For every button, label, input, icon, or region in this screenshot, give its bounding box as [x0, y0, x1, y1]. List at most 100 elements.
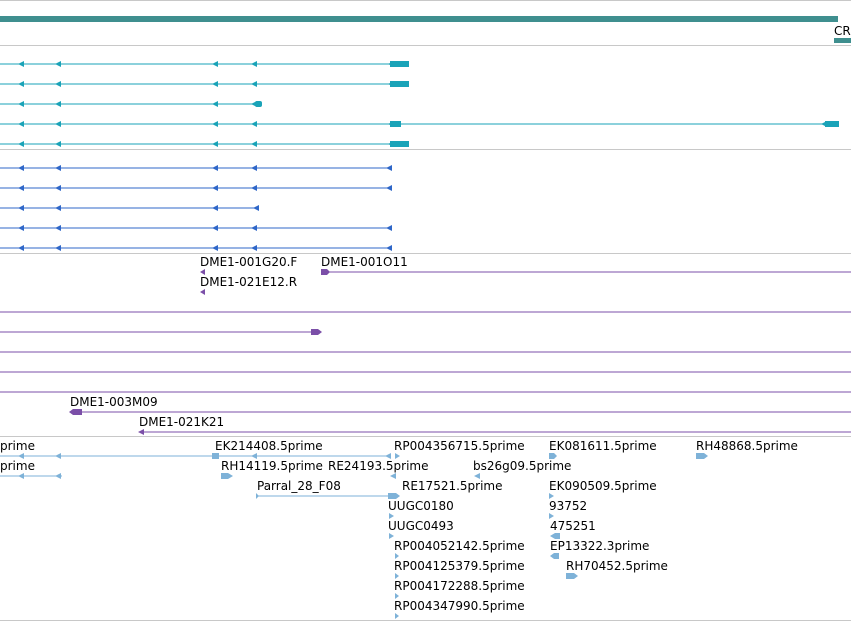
est-marker[interactable]	[395, 593, 399, 599]
clone-end-marker[interactable]	[200, 289, 205, 295]
strand-minus-icon	[55, 453, 61, 459]
transcript[interactable]	[0, 101, 262, 107]
est-label: EK081611.5prime	[549, 439, 657, 453]
est-marker[interactable]	[549, 493, 554, 499]
strand-minus-icon	[18, 245, 24, 251]
est-label: 93752	[549, 499, 587, 513]
clone-label: DME1-001G20.F	[200, 255, 297, 269]
est-label: RH48868.5prime	[696, 439, 798, 453]
strand-minus-icon	[212, 205, 218, 211]
strand-minus-icon	[212, 81, 218, 87]
est-marker[interactable]	[389, 533, 394, 539]
est-label: RE17521.5prime	[402, 479, 503, 493]
est-label: RE24193.5prime	[328, 459, 429, 473]
strand-minus-icon	[55, 81, 61, 87]
clone-label: DME1-003M09	[70, 395, 158, 409]
strand-minus-icon	[69, 409, 82, 415]
reference-bar-right[interactable]	[834, 38, 851, 43]
est-marker[interactable]	[395, 573, 399, 579]
est-marker[interactable]	[550, 533, 560, 539]
strand-minus-icon	[55, 141, 61, 147]
strand-minus-icon	[251, 101, 257, 107]
strand-minus-icon	[18, 101, 24, 107]
est-marker[interactable]	[395, 453, 400, 459]
transcript-alt[interactable]	[0, 245, 392, 251]
est-marker[interactable]	[395, 553, 399, 559]
reference-label: CR	[834, 24, 851, 38]
est-label: bs26g09.5prime	[473, 459, 571, 473]
transcript[interactable]	[0, 121, 839, 127]
clones-track: DME1-001G20.F DME1-001O11 DME1-021E12.R …	[0, 255, 851, 435]
est-marker[interactable]	[221, 473, 233, 479]
strand-minus-icon	[388, 61, 394, 67]
strand-minus-icon	[18, 473, 24, 479]
clone[interactable]	[69, 409, 851, 415]
transcript[interactable]	[0, 81, 409, 87]
est-label: UUGC0493	[388, 519, 454, 533]
reference-bar[interactable]	[0, 16, 838, 22]
strand-minus-icon	[388, 81, 394, 87]
est-marker[interactable]	[549, 513, 554, 519]
clone-end-marker[interactable]	[200, 269, 205, 275]
strand-minus-icon	[251, 185, 257, 191]
strand-minus-icon	[138, 429, 144, 435]
est[interactable]	[0, 453, 219, 459]
clone[interactable]	[0, 329, 322, 335]
strand-minus-icon	[212, 101, 218, 107]
strand-minus-icon	[55, 185, 61, 191]
strand-minus-icon	[385, 453, 391, 459]
transcript-alt[interactable]	[0, 165, 392, 171]
est-marker[interactable]	[389, 513, 394, 519]
strand-minus-icon	[18, 141, 24, 147]
est-marker[interactable]	[474, 473, 480, 479]
strand-minus-icon	[55, 225, 61, 231]
est-label: EK214408.5prime	[215, 439, 323, 453]
est-marker[interactable]	[550, 553, 559, 559]
transcript[interactable]	[0, 141, 409, 147]
clone[interactable]	[321, 269, 851, 275]
strand-minus-icon	[18, 453, 24, 459]
transcript-alt[interactable]	[0, 225, 392, 231]
est-label: RP004356715.5prime	[394, 439, 525, 453]
strand-minus-icon	[386, 185, 392, 191]
strand-minus-icon	[55, 245, 61, 251]
est-marker[interactable]	[395, 613, 399, 619]
est-label: 475251	[550, 519, 596, 533]
strand-minus-icon	[212, 141, 218, 147]
transcript-alt[interactable]	[0, 185, 392, 191]
strand-minus-icon	[55, 473, 61, 479]
strand-minus-icon	[212, 245, 218, 251]
gene-models-track	[0, 61, 839, 147]
strand-minus-icon	[18, 61, 24, 67]
transcript-alt[interactable]	[0, 205, 259, 211]
clone-label: DME1-001O11	[321, 255, 408, 269]
strand-minus-icon	[386, 165, 392, 171]
est[interactable]	[256, 493, 400, 499]
est-label: RH14119.5prime	[221, 459, 323, 473]
clone[interactable]	[138, 429, 851, 435]
strand-minus-icon	[251, 81, 257, 87]
strand-plus-icon	[388, 493, 400, 499]
clone-label: DME1-021K21	[139, 415, 224, 429]
gene-models-alt-track	[0, 165, 392, 251]
est-label: EK090509.5prime	[549, 479, 657, 493]
strand-minus-icon	[55, 165, 61, 171]
strand-minus-icon	[388, 121, 394, 127]
transcript[interactable]	[0, 61, 409, 67]
ests-track: prime EK214408.5prime RP004356715.5prime…	[0, 439, 798, 619]
strand-minus-icon	[212, 225, 218, 231]
est-marker[interactable]	[696, 453, 708, 459]
strand-minus-icon	[18, 185, 24, 191]
est-marker[interactable]	[549, 453, 557, 459]
est[interactable]	[0, 473, 62, 479]
strand-minus-icon	[251, 225, 257, 231]
strand-minus-icon	[212, 61, 218, 67]
strand-minus-icon	[251, 141, 257, 147]
est-marker[interactable]	[566, 573, 578, 579]
est-marker[interactable]	[390, 473, 396, 479]
est[interactable]	[218, 453, 391, 459]
strand-minus-icon	[55, 205, 61, 211]
strand-minus-icon	[251, 245, 257, 251]
est-label: RP004125379.5prime	[394, 559, 525, 573]
